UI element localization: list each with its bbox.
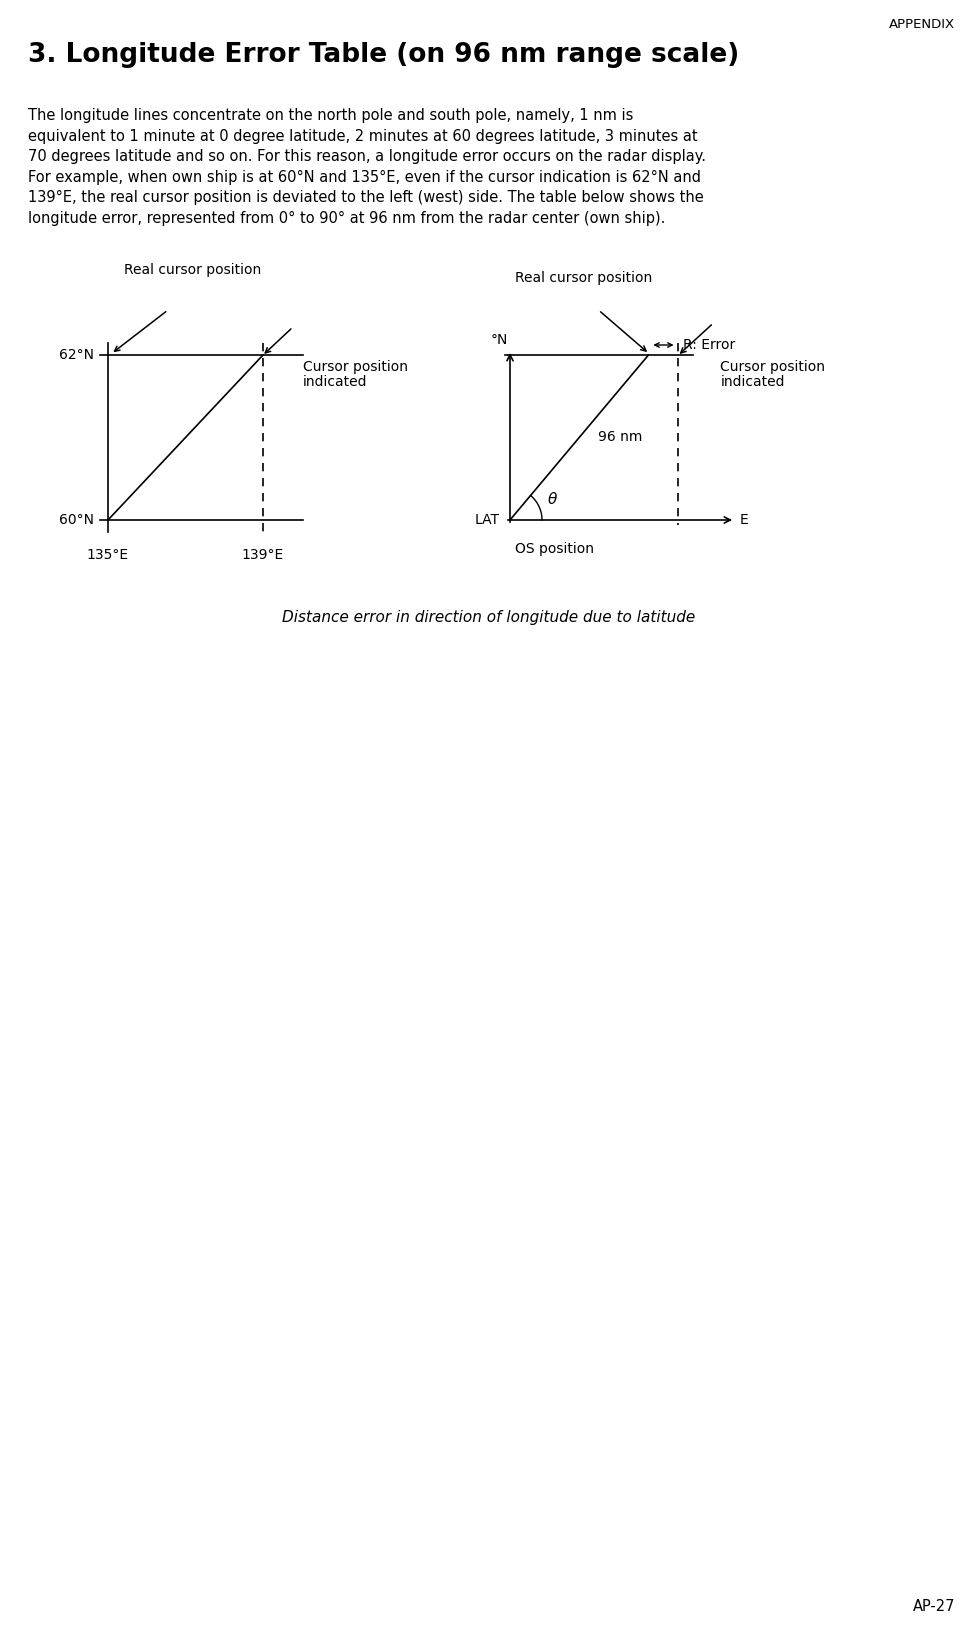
Text: E: E: [740, 512, 748, 527]
Text: R: Error: R: Error: [683, 338, 735, 353]
Text: APPENDIX: APPENDIX: [888, 18, 954, 31]
Text: 139°E, the real cursor position is deviated to the left (west) side. The table b: 139°E, the real cursor position is devia…: [28, 189, 703, 206]
Text: indicated: indicated: [303, 375, 367, 388]
Text: indicated: indicated: [720, 375, 785, 388]
Text: 70 degrees latitude and so on. For this reason, a longitude error occurs on the : 70 degrees latitude and so on. For this …: [28, 149, 705, 163]
Text: Real cursor position: Real cursor position: [514, 271, 652, 286]
Text: °N: °N: [490, 333, 507, 348]
Text: LAT: LAT: [475, 512, 499, 527]
Text: 96 nm: 96 nm: [598, 431, 642, 444]
Text: For example, when own ship is at 60°N and 135°E, even if the cursor indication i: For example, when own ship is at 60°N an…: [28, 170, 701, 184]
Text: equivalent to 1 minute at 0 degree latitude, 2 minutes at 60 degrees latitude, 3: equivalent to 1 minute at 0 degree latit…: [28, 129, 697, 144]
Text: AP-27: AP-27: [912, 1599, 954, 1614]
Text: 60°N: 60°N: [59, 512, 94, 527]
Text: longitude error, represented from 0° to 90° at 96 nm from the radar center (own : longitude error, represented from 0° to …: [28, 211, 664, 225]
Text: 62°N: 62°N: [59, 348, 94, 362]
Text: Distance error in direction of longitude due to latitude: Distance error in direction of longitude…: [282, 610, 695, 625]
Text: The longitude lines concentrate on the north pole and south pole, namely, 1 nm i: The longitude lines concentrate on the n…: [28, 108, 633, 122]
Text: Cursor position: Cursor position: [720, 361, 825, 374]
Text: Cursor position: Cursor position: [303, 361, 407, 374]
Text: 3. Longitude Error Table (on 96 nm range scale): 3. Longitude Error Table (on 96 nm range…: [28, 42, 739, 69]
Text: Real cursor position: Real cursor position: [124, 263, 262, 277]
Text: OS position: OS position: [515, 542, 593, 557]
Text: 139°E: 139°E: [241, 548, 284, 561]
Text: 135°E: 135°E: [87, 548, 129, 561]
Text: θ: θ: [547, 493, 557, 508]
